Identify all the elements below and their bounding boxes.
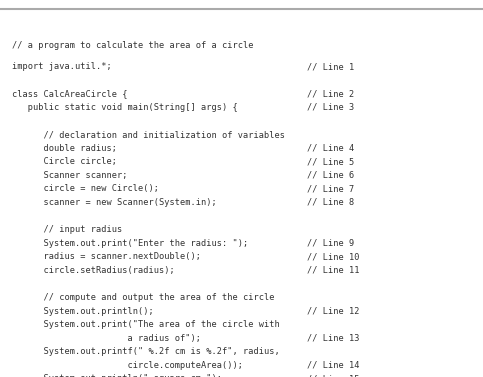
Text: // Line 9: // Line 9 [307, 239, 354, 248]
Text: // Line 12: // Line 12 [307, 307, 359, 316]
Text: // Line 11: // Line 11 [307, 266, 359, 275]
Text: a radius of");: a radius of"); [12, 334, 201, 343]
Text: // Line 3: // Line 3 [307, 103, 354, 112]
Text: // input radius: // input radius [12, 225, 122, 234]
Text: import java.util.*;: import java.util.*; [12, 62, 112, 71]
Text: // Line 15: // Line 15 [307, 374, 359, 377]
Text: System.out.println(" square cm.");: System.out.println(" square cm."); [12, 374, 222, 377]
Text: // Line 8: // Line 8 [307, 198, 354, 207]
Text: // Line 13: // Line 13 [307, 334, 359, 343]
Text: System.out.print("Enter the radius: ");: System.out.print("Enter the radius: "); [12, 239, 248, 248]
Text: // Line 2: // Line 2 [307, 89, 354, 98]
Text: // Line 14: // Line 14 [307, 361, 359, 370]
Text: // Line 4: // Line 4 [307, 144, 354, 153]
Text: System.out.println();: System.out.println(); [12, 307, 154, 316]
Text: // declaration and initialization of variables: // declaration and initialization of var… [12, 130, 285, 139]
Text: // Line 5: // Line 5 [307, 157, 354, 166]
Text: scanner = new Scanner(System.in);: scanner = new Scanner(System.in); [12, 198, 217, 207]
Text: System.out.print("The area of the circle with: System.out.print("The area of the circle… [12, 320, 280, 329]
Text: // a program to calculate the area of a circle: // a program to calculate the area of a … [12, 41, 254, 51]
Text: class CalcAreaCircle {: class CalcAreaCircle { [12, 89, 128, 98]
Text: Circle circle;: Circle circle; [12, 157, 117, 166]
Text: double radius;: double radius; [12, 144, 117, 153]
Text: circle.computeArea());: circle.computeArea()); [12, 361, 243, 370]
Text: // compute and output the area of the circle: // compute and output the area of the ci… [12, 293, 274, 302]
Text: circle.setRadius(radius);: circle.setRadius(radius); [12, 266, 175, 275]
Text: // Line 10: // Line 10 [307, 252, 359, 261]
Text: // Line 1: // Line 1 [307, 62, 354, 71]
Text: public static void main(String[] args) {: public static void main(String[] args) { [12, 103, 238, 112]
Text: radius = scanner.nextDouble();: radius = scanner.nextDouble(); [12, 252, 201, 261]
Text: System.out.printf(" %.2f cm is %.2f", radius,: System.out.printf(" %.2f cm is %.2f", ra… [12, 347, 280, 356]
Text: // Line 6: // Line 6 [307, 171, 354, 180]
Text: Scanner scanner;: Scanner scanner; [12, 171, 128, 180]
Text: circle = new Circle();: circle = new Circle(); [12, 184, 159, 193]
Text: // Line 7: // Line 7 [307, 184, 354, 193]
